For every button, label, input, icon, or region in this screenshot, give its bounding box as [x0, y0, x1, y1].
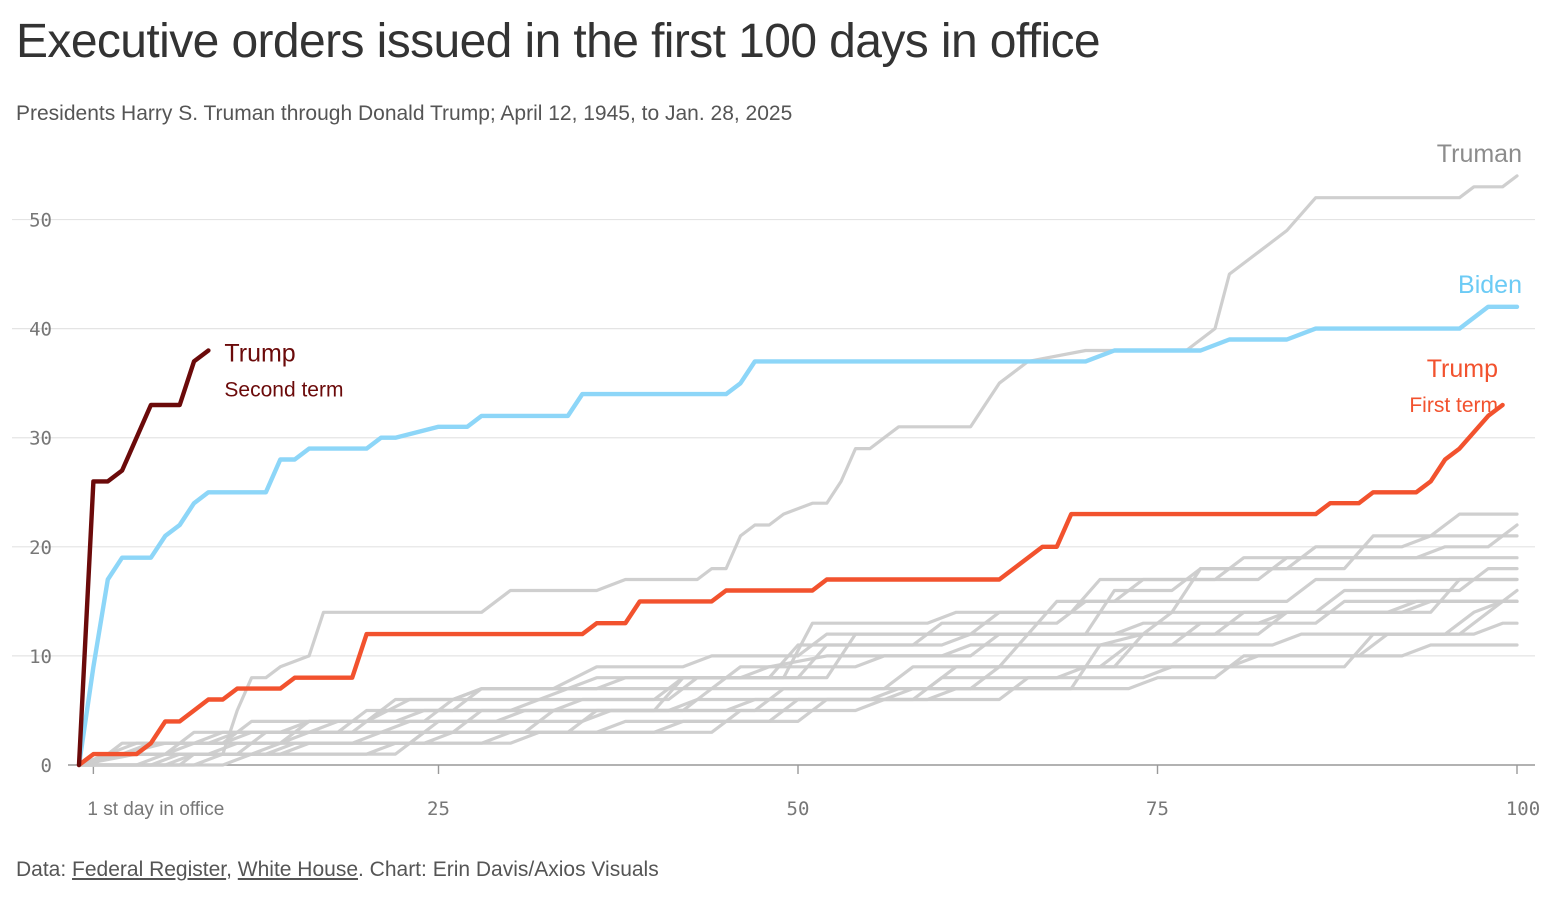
- y-tick-label: 30: [29, 428, 52, 450]
- series-line-president-11: [77, 588, 1519, 767]
- y-tick-label: 0: [41, 755, 52, 777]
- chart-title: Executive orders issued in the first 100…: [16, 15, 1101, 68]
- y-tick-label: 40: [29, 319, 52, 341]
- series-line-president-7: [77, 599, 1519, 767]
- x-tick-label: 25: [427, 798, 450, 820]
- series-line-president-17: [77, 523, 1519, 767]
- series-sublabel-trump-first-term: First term: [1409, 394, 1498, 417]
- y-tick-label: 20: [29, 537, 52, 559]
- series-line-trump-first-term: [76, 402, 1505, 768]
- x-tick-label: 75: [1146, 798, 1169, 820]
- footer-separator: ,: [226, 858, 238, 881]
- footer-prefix: Data:: [16, 858, 73, 881]
- series-sublabel-trump-second-term: Second term: [224, 378, 343, 401]
- series-line-trump-second-term: [76, 348, 211, 768]
- white-house-link[interactable]: White House: [237, 858, 358, 881]
- series-line-president-15: [77, 577, 1519, 767]
- footer-credit: . Chart: Erin Davis/Axios Visuals: [358, 858, 659, 881]
- series-label-trump-first-term: Trump: [1427, 355, 1498, 383]
- x-axis-ticks: 1 st day in office 25 50 75 100: [87, 765, 1540, 820]
- chart-footer: Data: Federal Register, White House. Cha…: [16, 858, 659, 882]
- series-lines: [76, 174, 1520, 768]
- series-label-trump-second-term: Trump: [224, 339, 295, 367]
- series-line-biden: [76, 304, 1520, 768]
- x-tick-label: 1 st day in office: [87, 799, 224, 820]
- y-axis-ticks: 0 10 20 30 40 50: [29, 210, 52, 777]
- series-line-president-13: [77, 599, 1519, 767]
- federal-register-link[interactable]: Federal Register: [72, 858, 227, 881]
- y-tick-label: 50: [29, 210, 52, 232]
- x-tick-label: 100: [1506, 798, 1540, 820]
- x-tick-label: 50: [787, 798, 810, 820]
- chart-subtitle: Presidents Harry S. Truman through Donal…: [16, 102, 793, 125]
- series-line-president-12: [77, 599, 1519, 767]
- series-labels: Truman Biden Trump First term Trump Second te…: [224, 140, 1522, 417]
- series-label-truman: Truman: [1437, 140, 1522, 168]
- series-label-biden: Biden: [1458, 271, 1522, 299]
- series-line-truman: [77, 174, 1519, 767]
- y-tick-label: 10: [29, 646, 52, 668]
- series-line-president-9: [77, 599, 1519, 767]
